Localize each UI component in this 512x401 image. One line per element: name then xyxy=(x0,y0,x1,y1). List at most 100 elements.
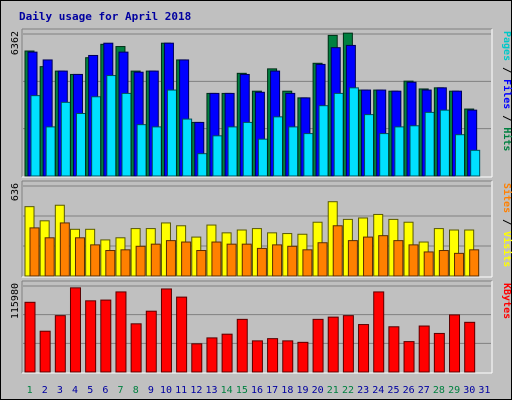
bar-pages-day-5 xyxy=(91,96,102,177)
bar-sites-day-1 xyxy=(29,227,40,277)
bar-sites-day-14 xyxy=(226,243,237,277)
x-tick-label: 10 xyxy=(160,385,172,396)
x-tick-label: 4 xyxy=(72,385,78,396)
x-tick-label: 20 xyxy=(312,385,324,396)
bar-kbytes-day-11 xyxy=(176,296,188,373)
bar-pages-day-17 xyxy=(273,116,284,177)
bar-sites-day-16 xyxy=(256,247,267,277)
x-tick-label: 21 xyxy=(327,385,339,396)
bar-kbytes-day-18 xyxy=(282,340,294,373)
bar-sites-day-27 xyxy=(423,251,434,277)
legend-entry: / xyxy=(501,109,512,127)
bar-kbytes-day-7 xyxy=(115,291,127,373)
bar-sites-day-29 xyxy=(454,252,465,277)
bar-pages-day-15 xyxy=(242,121,253,177)
bar-kbytes-day-2 xyxy=(39,330,51,373)
bar-sites-day-18 xyxy=(287,245,298,277)
chart-title: Daily usage for April 2018 xyxy=(19,10,192,23)
bar-sites-day-3 xyxy=(59,222,70,277)
x-tick-label: 31 xyxy=(478,385,490,396)
x-tick-label: 27 xyxy=(418,385,430,396)
bar-sites-day-28 xyxy=(438,250,449,277)
bar-kbytes-day-26 xyxy=(403,341,415,373)
x-tick-label: 11 xyxy=(175,385,187,396)
bar-kbytes-day-23 xyxy=(358,324,370,373)
bar-pages-day-28 xyxy=(439,109,450,177)
bar-pages-day-3 xyxy=(60,101,71,177)
x-tick-label: 13 xyxy=(205,385,217,396)
bar-sites-day-12 xyxy=(196,250,207,277)
panel-2-y-max-label: 636 xyxy=(10,183,21,201)
bar-kbytes-day-13 xyxy=(206,337,218,373)
panel-1-legend-label: Pages / Files / Hits xyxy=(501,31,512,151)
panel-3-y-max-label: 115980 xyxy=(10,283,21,319)
x-tick-label: 25 xyxy=(387,385,399,396)
bar-kbytes-day-24 xyxy=(373,291,385,373)
bar-pages-day-26 xyxy=(409,125,420,177)
x-tick-label: 28 xyxy=(433,385,445,396)
bar-sites-day-26 xyxy=(408,244,419,277)
legend-entry: Visits xyxy=(501,231,512,267)
bar-pages-day-18 xyxy=(288,126,299,177)
x-tick-label: 15 xyxy=(236,385,248,396)
bar-kbytes-day-1 xyxy=(24,301,36,373)
bar-pages-day-9 xyxy=(151,126,162,177)
x-tick-label: 19 xyxy=(296,385,308,396)
bar-sites-day-10 xyxy=(165,240,176,277)
bar-pages-day-22 xyxy=(348,87,359,177)
panel-2-legend-label: Sites / Visits xyxy=(501,183,512,267)
x-tick-label: 18 xyxy=(281,385,293,396)
legend-entry: Files xyxy=(501,79,512,109)
bar-sites-day-24 xyxy=(378,235,389,277)
x-tick-label: 26 xyxy=(403,385,415,396)
x-tick-label: 14 xyxy=(221,385,233,396)
bar-kbytes-day-15 xyxy=(236,318,248,373)
bar-kbytes-day-6 xyxy=(100,299,112,373)
legend-entry: KBytes xyxy=(501,283,512,319)
bar-sites-day-11 xyxy=(181,241,192,277)
bar-kbytes-day-5 xyxy=(85,300,97,373)
bar-pages-day-24 xyxy=(379,133,390,177)
bar-kbytes-day-16 xyxy=(251,340,263,373)
panel-3-legend-label: KBytes xyxy=(501,283,512,319)
x-tick-label: 8 xyxy=(133,385,139,396)
bar-kbytes-day-14 xyxy=(221,333,233,373)
bar-sites-day-8 xyxy=(135,245,146,277)
x-tick-label: 24 xyxy=(372,385,384,396)
bar-sites-day-20 xyxy=(317,242,328,277)
bar-pages-day-10 xyxy=(166,89,177,177)
legend-entry: / xyxy=(501,213,512,231)
bar-pages-day-19 xyxy=(303,133,314,177)
bar-sites-day-30 xyxy=(469,249,480,277)
bar-sites-day-9 xyxy=(150,243,161,277)
bar-pages-day-23 xyxy=(364,114,375,177)
bar-kbytes-day-10 xyxy=(160,288,172,373)
bar-kbytes-day-4 xyxy=(69,287,81,373)
bar-kbytes-day-30 xyxy=(464,321,476,373)
bar-kbytes-day-20 xyxy=(312,318,324,373)
x-tick-label: 30 xyxy=(463,385,475,396)
x-tick-label: 12 xyxy=(190,385,202,396)
x-tick-label: 2 xyxy=(42,385,48,396)
bar-pages-day-8 xyxy=(136,124,147,177)
x-tick-label: 3 xyxy=(57,385,63,396)
bar-pages-day-11 xyxy=(182,118,193,177)
x-tick-label: 6 xyxy=(102,385,108,396)
bar-sites-day-5 xyxy=(90,244,101,277)
x-tick-label: 22 xyxy=(342,385,354,396)
legend-entry: Sites xyxy=(501,183,512,213)
bar-pages-day-1 xyxy=(30,95,41,177)
bar-kbytes-day-22 xyxy=(342,315,354,373)
bar-kbytes-day-3 xyxy=(54,315,66,373)
bar-pages-day-27 xyxy=(424,111,435,177)
bar-pages-day-30 xyxy=(470,149,481,177)
bar-pages-day-13 xyxy=(212,135,223,177)
bar-sites-day-7 xyxy=(120,249,131,277)
bar-sites-day-6 xyxy=(105,250,116,277)
bar-pages-day-29 xyxy=(455,134,466,177)
x-tick-label: 23 xyxy=(357,385,369,396)
bar-kbytes-day-17 xyxy=(267,338,279,373)
bar-sites-day-23 xyxy=(363,236,374,277)
